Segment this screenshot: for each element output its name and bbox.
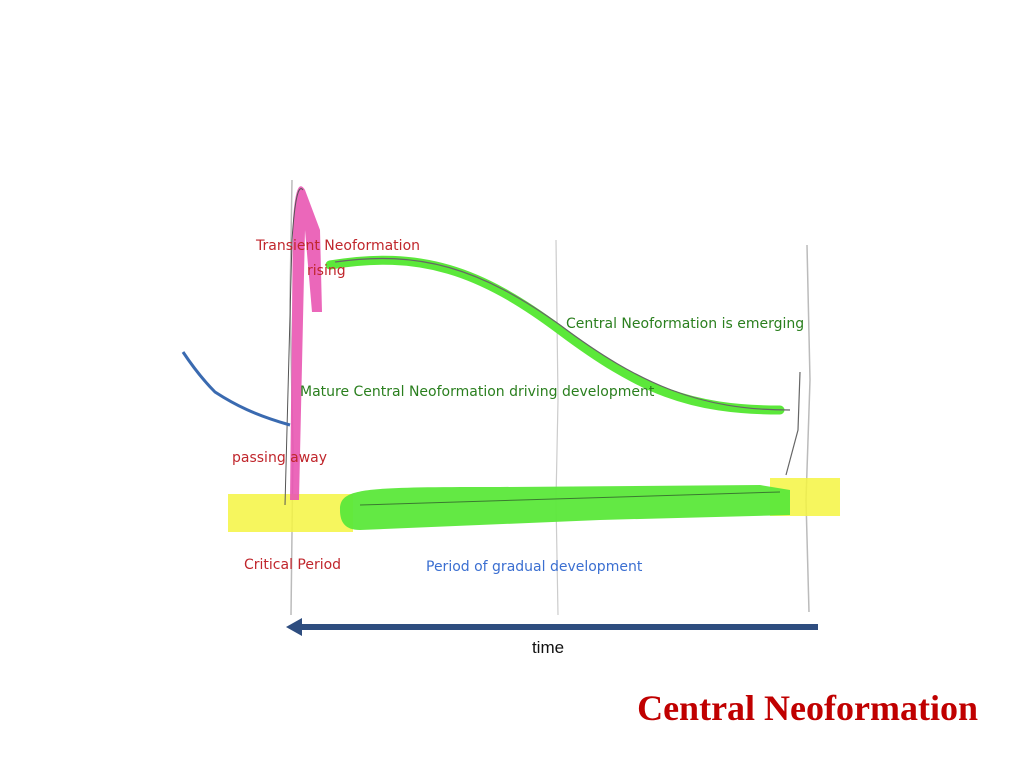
guide-line	[555, 239, 559, 616]
sketch-line	[785, 371, 801, 476]
highlight	[228, 494, 353, 532]
label: Period of gradual development	[426, 559, 643, 575]
guide-line	[805, 244, 811, 613]
sketch-line	[359, 491, 781, 506]
axis-label: time	[532, 638, 564, 657]
arrow-head	[286, 618, 302, 636]
label: Central Neoformation is emerging	[566, 316, 804, 332]
label: Mature Central Neoformation driving deve…	[300, 384, 655, 400]
sketch-line	[334, 257, 791, 411]
transient-spike	[290, 186, 322, 500]
label: rising	[307, 263, 346, 279]
passing-curve	[181, 351, 291, 427]
slide-title: Central Neoformation	[637, 688, 978, 728]
central-curve	[325, 255, 785, 415]
label: Transient Neoformation	[255, 238, 420, 254]
label: Critical Period	[244, 557, 341, 573]
sketch-line	[284, 188, 304, 506]
label: passing away	[232, 450, 327, 466]
development-bar	[340, 485, 790, 530]
